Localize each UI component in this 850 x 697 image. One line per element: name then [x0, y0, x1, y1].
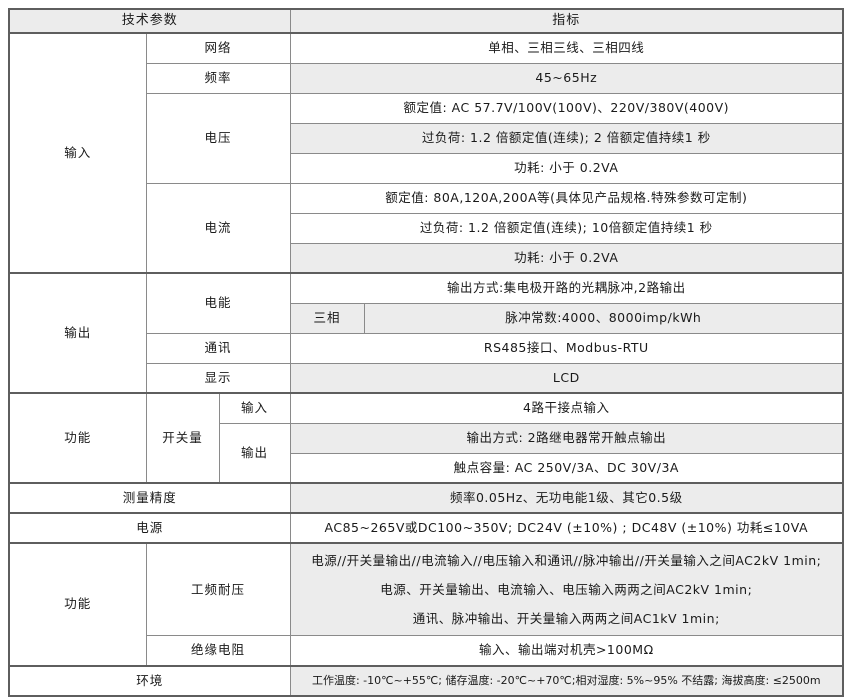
section-input-label: 输入	[8, 32, 147, 274]
withstand-line-1: 电源//开关量输出//电流输入//电压输入和通讯//脉冲输出//开关量输入之间A…	[311, 552, 822, 568]
switch-input-label: 输入	[218, 392, 291, 424]
comm-label: 通讯	[145, 332, 291, 364]
energy-label: 电能	[145, 272, 291, 334]
row-current-consumption: 功耗: 小于 0.2VA	[9, 242, 844, 274]
withstand-label: 工频耐压	[145, 542, 291, 636]
row-environment: 环境 工作温度: -10℃~+55℃; 储存温度: -20℃~+70℃;相对湿度…	[8, 664, 844, 696]
network-label: 网络	[145, 32, 291, 64]
display-label: 显示	[145, 362, 291, 394]
withstand-line-2: 电源、开关量输出、电流输入、电压输入两两之间AC2kV 1min;	[380, 581, 753, 597]
display-value: LCD	[289, 362, 844, 394]
row-display: 显示 LCD	[9, 362, 844, 394]
voltage-overload-value: 过负荷: 1.2 倍额定值(连续); 2 倍额定值持续1 秒	[289, 122, 844, 154]
row-network: 输入 网络 单相、三相三线、三相四线	[8, 32, 844, 274]
header-tech-params: 技术参数	[8, 8, 291, 34]
voltage-label: 电压	[145, 92, 291, 184]
environment-label: 环境	[8, 664, 291, 696]
switch-input-value: 4路干接点输入	[289, 392, 844, 424]
row-energy-pulse: 三相 脉冲常数:4000、8000imp/kWh	[9, 302, 844, 334]
frequency-label: 频率	[145, 62, 291, 94]
current-label: 电流	[145, 182, 291, 274]
accuracy-value: 频率0.05Hz、无功电能1级、其它0.5级	[289, 482, 844, 514]
withstand-line-3: 通讯、脉冲输出、开关量输入两两之间AC1kV 1min;	[412, 610, 720, 626]
header-spec: 指标	[289, 8, 844, 34]
row-switch-output-mode: 输出 输出方式: 2路继电器常开触点输出	[9, 422, 844, 484]
accuracy-label: 测量精度	[8, 482, 291, 514]
energy-mode-value: 输出方式:集电极开路的光耦脉冲,2路输出	[289, 272, 844, 304]
current-overload-value: 过负荷: 1.2 倍额定值(连续); 10倍额定值持续1 秒	[289, 212, 844, 244]
energy-phase-label: 三相	[289, 302, 365, 334]
voltage-rated-value: 额定值: AC 57.7V/100V(100V)、220V/380V(400V)	[289, 92, 844, 124]
section-function-safety-label: 功能	[8, 542, 147, 666]
section-function-io-label: 功能	[8, 392, 147, 484]
row-voltage-overload: 过负荷: 1.2 倍额定值(连续); 2 倍额定值持续1 秒	[9, 122, 844, 154]
row-current-rated: 电流 额定值: 80A,120A,200A等(具体见产品规格.特殊参数可定制)	[9, 182, 844, 274]
row-power-supply: 电源 AC85~265V或DC100~350V; DC24V (±10%) ; …	[8, 512, 844, 544]
withstand-value: 电源//开关量输出//电流输入//电压输入和通讯//脉冲输出//开关量输入之间A…	[289, 542, 844, 636]
comm-value: RS485接口、Modbus-RTU	[289, 332, 844, 364]
row-energy-mode: 输出 电能 输出方式:集电极开路的光耦脉冲,2路输出	[8, 272, 844, 394]
environment-value: 工作温度: -10℃~+55℃; 储存温度: -20℃~+70℃;相对湿度: 5…	[289, 664, 844, 696]
switch-label: 开关量	[145, 392, 220, 484]
row-withstand: 功能 工频耐压 电源//开关量输出//电流输入//电压输入和通讯//脉冲输出//…	[8, 542, 844, 666]
switch-output-label: 输出	[218, 422, 291, 484]
power-supply-value: AC85~265V或DC100~350V; DC24V (±10%) ; DC4…	[289, 512, 844, 544]
network-value: 单相、三相三线、三相四线	[289, 32, 844, 64]
row-frequency: 频率 45~65Hz	[9, 62, 844, 94]
frequency-value: 45~65Hz	[289, 62, 844, 94]
energy-pulse-value: 脉冲常数:4000、8000imp/kWh	[363, 302, 844, 334]
row-switch-input: 功能 开关量 输入 4路干接点输入	[8, 392, 844, 484]
insulation-value: 输入、输出端对机壳>100MΩ	[289, 635, 844, 666]
current-rated-value: 额定值: 80A,120A,200A等(具体见产品规格.特殊参数可定制)	[289, 182, 844, 214]
power-supply-label: 电源	[8, 512, 291, 544]
section-output-label: 输出	[8, 272, 147, 394]
table-header-row: 技术参数 指标	[8, 8, 844, 34]
current-consumption-value: 功耗: 小于 0.2VA	[289, 242, 844, 274]
spec-table: 技术参数 指标 输入 网络 单相、三相三线、三相四线 频率 45~65Hz 电压…	[8, 8, 845, 697]
row-comm: 通讯 RS485接口、Modbus-RTU	[9, 332, 844, 364]
row-accuracy: 测量精度 频率0.05Hz、无功电能1级、其它0.5级	[8, 482, 844, 514]
voltage-consumption-value: 功耗: 小于 0.2VA	[289, 152, 844, 184]
insulation-label: 绝缘电阻	[145, 635, 291, 666]
row-current-overload: 过负荷: 1.2 倍额定值(连续); 10倍额定值持续1 秒	[9, 212, 844, 244]
row-voltage-consumption: 功耗: 小于 0.2VA	[9, 152, 844, 184]
switch-output-capacity-value: 触点容量: AC 250V/3A、DC 30V/3A	[289, 452, 844, 484]
row-switch-output-capacity: 触点容量: AC 250V/3A、DC 30V/3A	[9, 452, 844, 484]
switch-output-mode-value: 输出方式: 2路继电器常开触点输出	[289, 422, 844, 454]
